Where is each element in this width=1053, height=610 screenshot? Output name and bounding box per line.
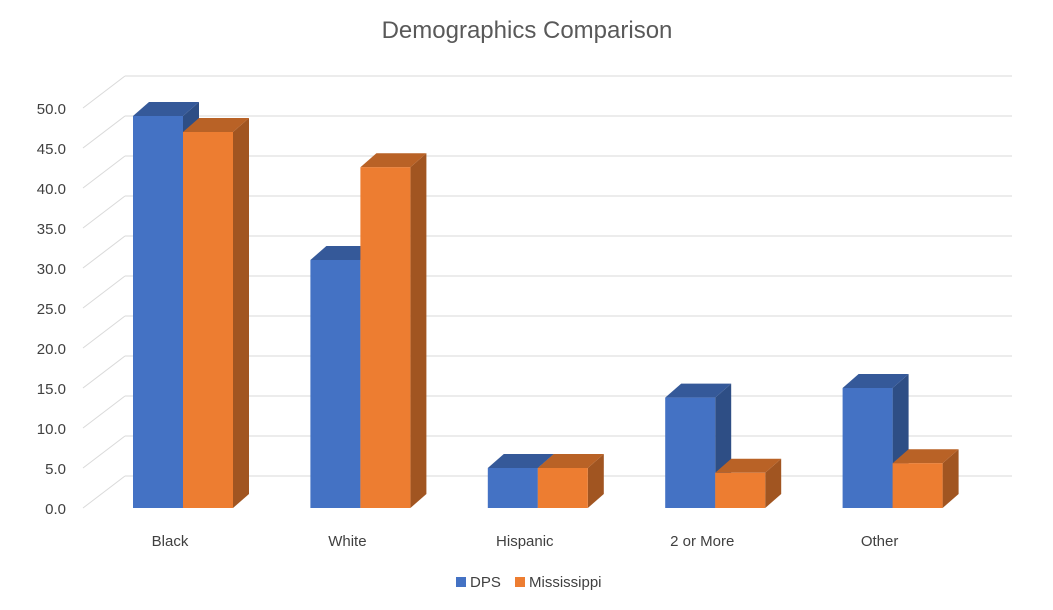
bar-top (665, 383, 732, 398)
bar-mississippi (360, 153, 427, 508)
bar-top (715, 458, 782, 473)
legend-label: Mississippi (529, 574, 602, 591)
bar-top (892, 449, 959, 464)
gridline-side (82, 195, 126, 229)
gridline-side (82, 275, 126, 309)
gridline-side (82, 75, 126, 109)
gridline-side (82, 435, 126, 469)
y-tick-label: 25.0 (37, 301, 66, 318)
category-label: White (328, 533, 366, 550)
gridline-side (82, 355, 126, 389)
bars (133, 102, 959, 508)
bar-front (715, 472, 766, 508)
bar-front (310, 260, 361, 508)
bar-side (410, 153, 427, 508)
y-tick-label: 0.0 (45, 501, 66, 518)
bar-front (892, 463, 943, 508)
y-tick-label: 20.0 (37, 341, 66, 358)
y-tick-label: 35.0 (37, 221, 66, 238)
y-tick-label: 5.0 (45, 461, 66, 478)
gridlines (82, 75, 1012, 509)
legend: DPS Mississippi (456, 574, 602, 591)
bar-top (842, 374, 909, 388)
bar-front (665, 397, 716, 508)
bar-front (133, 116, 183, 508)
bar-top (360, 153, 427, 168)
gridline-side (82, 155, 126, 189)
y-tick-label: 50.0 (37, 101, 66, 118)
gridline-side (82, 315, 126, 349)
bar-top (487, 454, 554, 468)
bar-side (233, 118, 249, 508)
bar-side (942, 449, 959, 508)
y-tick-label: 30.0 (37, 261, 66, 278)
bar-mississippi (892, 449, 959, 508)
bar-top (133, 102, 199, 116)
gridline-side (82, 235, 126, 269)
category-label: Black (152, 533, 189, 550)
category-label: 2 or More (670, 533, 734, 550)
y-axis: 0.0 5.0 10.0 15.0 20.0 25.0 30.0 35.0 40.0 45.0 50… (37, 101, 66, 518)
gridline-side (82, 115, 126, 149)
bar-mississippi (183, 118, 249, 508)
gridline-side (82, 395, 126, 429)
bar-top (310, 246, 377, 260)
category-label: Hispanic (496, 533, 554, 550)
legend-label: DPS (470, 574, 501, 591)
y-tick-label: 40.0 (37, 181, 66, 198)
bar-top (183, 118, 249, 132)
bar-front (360, 167, 411, 508)
x-axis: Black White Hispanic 2 or More Other (152, 533, 899, 550)
bar-mississippi (537, 454, 604, 508)
bar-front (183, 132, 233, 508)
bar-side (765, 458, 782, 508)
bar-front (537, 468, 588, 508)
bar-side (587, 454, 604, 508)
y-tick-label: 10.0 (37, 421, 66, 438)
bar-dps (842, 374, 909, 508)
category-label: Other (861, 533, 899, 550)
bar-top (537, 454, 604, 468)
legend-swatch (515, 577, 525, 587)
bar-front (487, 468, 538, 508)
legend-swatch (456, 577, 466, 587)
chart-title: Demographics Comparison (382, 17, 673, 44)
bar-front (842, 388, 893, 508)
gridline-side (82, 475, 126, 509)
bar-mississippi (715, 458, 782, 508)
y-tick-label: 45.0 (37, 141, 66, 158)
y-tick-label: 15.0 (37, 381, 66, 398)
